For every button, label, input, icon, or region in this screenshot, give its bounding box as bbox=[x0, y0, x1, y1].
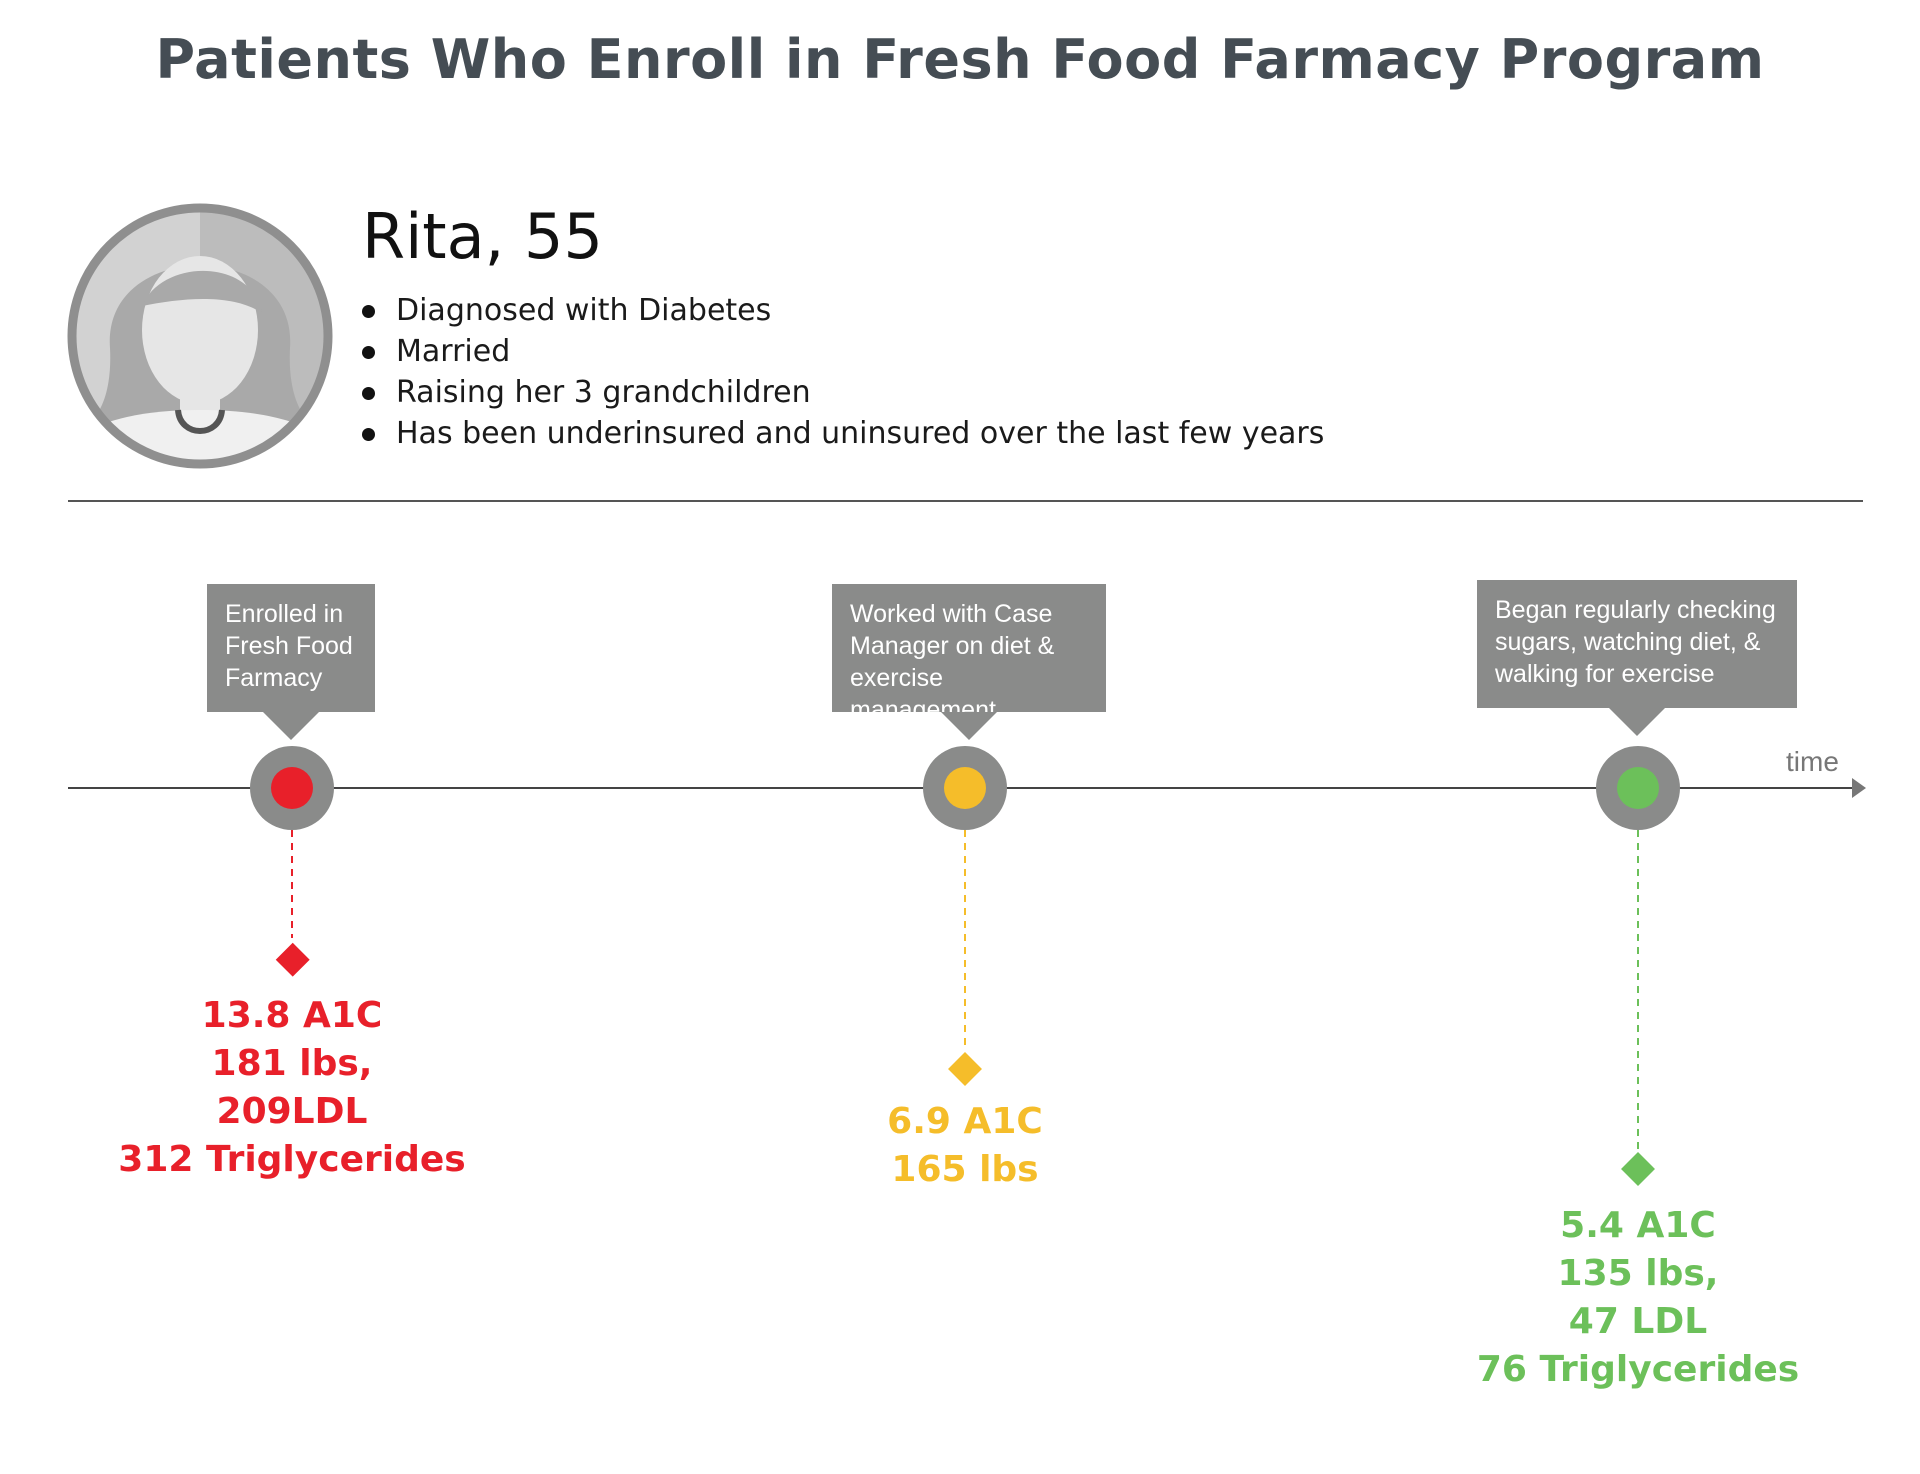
patient-facts-list: Diagnosed with Diabetes Married Raising … bbox=[362, 290, 1324, 454]
fact-text: Raising her 3 grandchildren bbox=[396, 375, 811, 410]
list-item: Has been underinsured and uninsured over… bbox=[362, 413, 1324, 454]
metric-value: 5.4 A1C bbox=[1560, 1205, 1716, 1246]
callout-line: Manager on diet & bbox=[850, 632, 1055, 660]
callout-line: walking for exercise bbox=[1495, 660, 1715, 688]
metric-value: 165 lbs bbox=[891, 1149, 1039, 1190]
milestone-2 bbox=[923, 746, 1007, 1086]
fact-text: Has been underinsured and uninsured over… bbox=[396, 416, 1325, 451]
metric-value: 312 Triglycerides bbox=[118, 1139, 466, 1180]
milestone-diamond-icon bbox=[948, 1052, 982, 1086]
metric-value: 135 lbs, bbox=[1557, 1253, 1719, 1294]
axis-label-time: time bbox=[1786, 746, 1839, 777]
callout-line: Fresh Food bbox=[225, 632, 353, 660]
callout-line: exercise management bbox=[850, 664, 996, 724]
patient-name: Rita, 55 bbox=[362, 200, 603, 273]
bullet-icon bbox=[362, 428, 375, 441]
milestone-dot bbox=[944, 767, 986, 809]
fact-text: Married bbox=[396, 334, 511, 369]
list-item: Diagnosed with Diabetes bbox=[362, 290, 1324, 331]
page-title: Patients Who Enroll in Fresh Food Farmac… bbox=[155, 28, 1765, 91]
callout-case-manager: Worked with Case Manager on diet & exerc… bbox=[832, 584, 1106, 740]
metric-value: 209LDL bbox=[216, 1091, 368, 1132]
callout-regular-checks: Began regularly checking sugars, watchin… bbox=[1477, 580, 1797, 736]
milestone-dot bbox=[271, 767, 313, 809]
metric-value: 181 lbs, bbox=[211, 1043, 373, 1084]
metric-value: 76 Triglycerides bbox=[1476, 1349, 1800, 1390]
metric-value: 6.9 A1C bbox=[887, 1101, 1043, 1142]
bullet-icon bbox=[362, 346, 375, 359]
milestone-3 bbox=[1596, 746, 1680, 1186]
metrics-regular-checks: 5.4 A1C 135 lbs, 47 LDL 76 Triglycerides bbox=[1378, 1202, 1898, 1394]
bullet-icon bbox=[362, 387, 375, 400]
milestone-1 bbox=[250, 746, 334, 977]
fact-text: Diagnosed with Diabetes bbox=[396, 293, 772, 328]
milestone-diamond-icon bbox=[1621, 1152, 1655, 1186]
callout-line: sugars, watching diet, & bbox=[1495, 628, 1761, 656]
section-divider bbox=[68, 500, 1863, 502]
list-item: Raising her 3 grandchildren bbox=[362, 372, 1324, 413]
metric-value: 13.8 A1C bbox=[201, 995, 383, 1036]
list-item: Married bbox=[362, 331, 1324, 372]
arrow-head-icon bbox=[1852, 778, 1866, 798]
milestone-dot bbox=[1617, 767, 1659, 809]
milestone-diamond-icon bbox=[275, 942, 310, 977]
metrics-enrolled: 13.8 A1C 181 lbs, 209LDL 312 Triglycerid… bbox=[32, 992, 552, 1184]
avatar-icon bbox=[67, 203, 333, 469]
callout-line: Began regularly checking bbox=[1495, 596, 1776, 624]
callout-enrolled: Enrolled in Fresh Food Farmacy bbox=[207, 584, 375, 740]
callout-line: Farmacy bbox=[225, 664, 323, 692]
metrics-case-manager: 6.9 A1C 165 lbs bbox=[705, 1098, 1225, 1194]
metric-value: 47 LDL bbox=[1568, 1301, 1708, 1342]
callout-line: Worked with Case bbox=[850, 600, 1053, 628]
bullet-icon bbox=[362, 305, 375, 318]
callout-line: Enrolled in bbox=[225, 600, 344, 628]
